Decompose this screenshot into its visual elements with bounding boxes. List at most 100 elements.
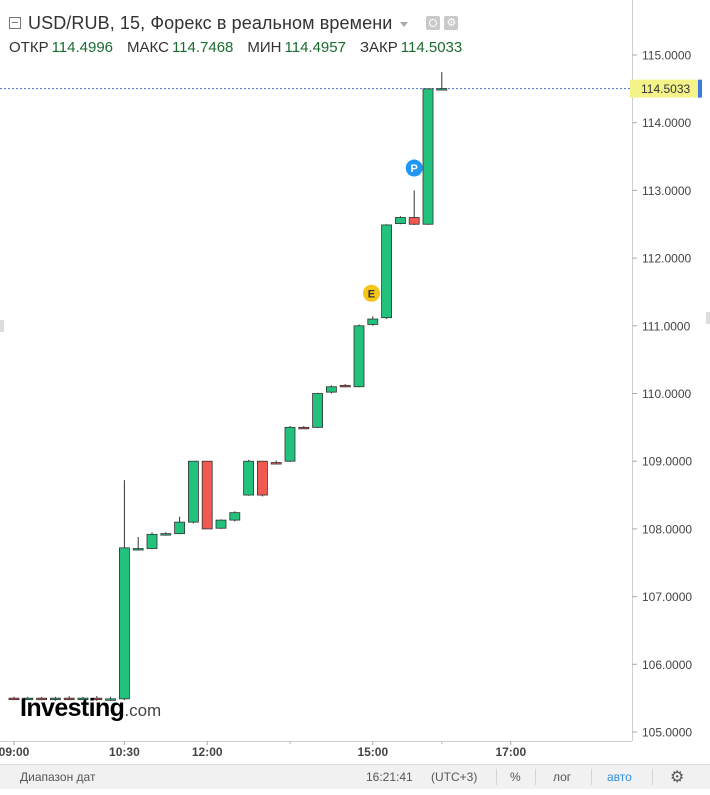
- candle-body: [422, 88, 434, 225]
- candle[interactable]: [160, 532, 172, 536]
- candle[interactable]: [132, 537, 144, 551]
- left-scroll-handle[interactable]: [0, 320, 4, 332]
- toolbar-divider: [591, 769, 592, 785]
- chevron-down-icon[interactable]: [400, 21, 409, 27]
- candle-body: [394, 217, 406, 224]
- candle[interactable]: [105, 696, 116, 701]
- percent-toggle[interactable]: %: [510, 770, 521, 784]
- toolbar-divider: [652, 769, 653, 785]
- candle-body: [160, 533, 172, 536]
- candle-body: [187, 460, 199, 523]
- candle[interactable]: [229, 511, 241, 522]
- y-tick-label: 112.0000: [642, 252, 691, 266]
- date-range-button[interactable]: Диапазон дат: [20, 770, 96, 784]
- candle[interactable]: [284, 425, 296, 462]
- y-tick-label: 109.0000: [642, 455, 692, 469]
- candle[interactable]: [146, 532, 158, 550]
- candle[interactable]: [436, 72, 448, 91]
- toolbar-divider: [496, 769, 497, 785]
- candle[interactable]: [187, 460, 199, 524]
- candle[interactable]: [243, 459, 255, 496]
- last-price-badge: 114.5033: [630, 79, 702, 98]
- candle-body: [105, 698, 116, 701]
- candle[interactable]: [353, 324, 365, 388]
- ohlc-low: МИН 114.4957: [247, 39, 346, 56]
- candle[interactable]: [77, 696, 89, 701]
- candle-body: [63, 697, 75, 701]
- candle-body: [174, 521, 186, 535]
- candle-body: [339, 384, 351, 388]
- candle-body: [284, 426, 296, 462]
- auto-toggle[interactable]: авто: [607, 770, 632, 784]
- candle-body: [243, 460, 255, 496]
- candle-body: [256, 460, 268, 496]
- y-tick-label: 114.0000: [642, 116, 691, 130]
- settings-gear-icon[interactable]: ⚙: [670, 769, 685, 786]
- ohlc-low-label: МИН: [247, 39, 282, 56]
- ohlc-high: МАКС 114.7468: [127, 39, 233, 56]
- candle[interactable]: [339, 384, 351, 388]
- candle-body: [119, 547, 130, 700]
- event-marker-label: P: [411, 163, 418, 175]
- y-tick-label: 106.0000: [642, 658, 692, 672]
- candle[interactable]: [22, 696, 34, 701]
- candle-body: [77, 697, 89, 701]
- log-toggle[interactable]: лог: [553, 770, 572, 784]
- event-marker-circle: [362, 284, 380, 302]
- candle-body: [22, 697, 34, 701]
- candle-body: [408, 217, 420, 225]
- eye-icon[interactable]: [426, 16, 441, 30]
- candle[interactable]: [298, 425, 310, 430]
- event-marker-p[interactable]: P: [405, 159, 423, 177]
- candle-body: [91, 697, 103, 701]
- candle[interactable]: [256, 460, 268, 497]
- ohlc-close: ЗАКР 114.5033: [360, 39, 462, 56]
- candle[interactable]: [381, 224, 393, 320]
- candle[interactable]: [422, 88, 434, 225]
- candle-body: [36, 697, 47, 701]
- candle[interactable]: [50, 696, 61, 701]
- candle[interactable]: [394, 216, 406, 225]
- candle[interactable]: [119, 480, 130, 701]
- candle-body: [312, 393, 324, 428]
- ohlc-low-value: 114.4957: [284, 39, 346, 56]
- candle[interactable]: [91, 696, 103, 701]
- candle[interactable]: [270, 460, 282, 465]
- candle[interactable]: [36, 696, 47, 701]
- candle[interactable]: [201, 460, 213, 530]
- candle[interactable]: [408, 190, 420, 225]
- toolbar-divider: [535, 769, 536, 785]
- candle-body: [367, 318, 379, 325]
- candle[interactable]: [312, 392, 324, 429]
- logo-brand: Investing: [20, 694, 125, 722]
- chart-title-bar: USD/RUB, 15, Форекс в реальном времени ⚙: [9, 11, 459, 35]
- candle[interactable]: [8, 696, 20, 701]
- ohlc-readout: ОТКР 114.4996 МАКС 114.7468 МИН 114.4957 ЗА…: [9, 39, 462, 56]
- ohlc-close-label: ЗАКР: [359, 39, 398, 56]
- candle-body: [298, 426, 310, 430]
- right-scroll-handle[interactable]: [706, 312, 710, 324]
- collapse-icon[interactable]: [9, 17, 21, 29]
- candle-body: [201, 460, 213, 530]
- y-tick-label: 105.0000: [642, 726, 692, 740]
- candle[interactable]: [367, 316, 379, 326]
- candle[interactable]: [63, 696, 75, 701]
- candle-body: [8, 697, 20, 701]
- candle-body: [146, 533, 158, 549]
- timezone-button[interactable]: (UTC+3): [431, 770, 478, 784]
- candle[interactable]: [174, 516, 186, 535]
- event-marker-label: E: [368, 288, 375, 300]
- y-tick-label: 110.0000: [642, 387, 691, 401]
- gear-icon[interactable]: ⚙: [444, 16, 459, 30]
- candle[interactable]: [325, 385, 337, 394]
- y-tick-label: 113.0000: [642, 184, 691, 198]
- x-tick-label: 17:00: [495, 745, 526, 759]
- event-marker-e[interactable]: E: [362, 284, 380, 302]
- bottom-toolbar: Диапазон дат 16:21:41 (UTC+3) % лог авто…: [0, 764, 710, 789]
- candle-body: [229, 512, 241, 521]
- candle-body: [132, 548, 144, 551]
- candle[interactable]: [215, 519, 227, 529]
- candle-body: [381, 224, 393, 319]
- ohlc-open-value: 114.4996: [51, 39, 114, 56]
